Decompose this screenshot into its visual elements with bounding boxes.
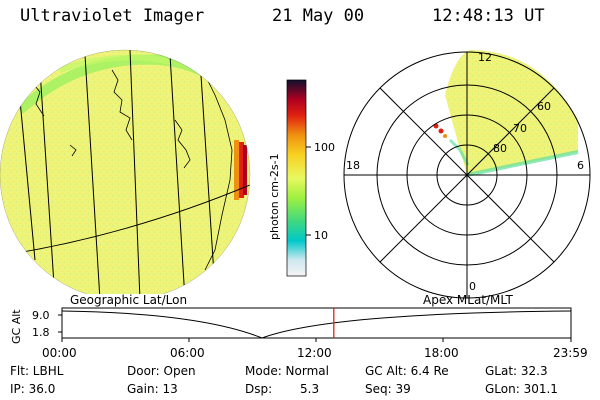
polar-plot: 12 18 6 0 60 70 80 <box>343 50 591 299</box>
time-tick-1200: 12:00 <box>297 346 332 360</box>
timeline-axis-label: GC Alt <box>10 309 23 344</box>
status-glon: GLon: 301.1 <box>485 382 558 396</box>
time-tick-0000: 00:00 <box>42 346 77 360</box>
time-tick-1800: 18:00 <box>424 346 459 360</box>
status-filter: Flt: LBHL <box>10 364 64 378</box>
date-label: 21 May 00 <box>272 6 365 26</box>
lat-label-60: 60 <box>537 100 551 113</box>
status-glat: GLat: 32.3 <box>485 364 548 378</box>
altitude-curve <box>61 310 572 339</box>
polar-emission-sector <box>445 50 578 175</box>
status-dsp-value: 5.3 <box>300 382 320 396</box>
status-seq: Seq: 39 <box>365 382 411 396</box>
timeline-y-bottom: 1.8 <box>32 326 50 339</box>
globe-image <box>0 49 251 294</box>
timeline-ticks <box>61 338 572 342</box>
status-dsp-label: Dsp: <box>245 382 273 396</box>
mlt-label-0: 0 <box>469 280 476 293</box>
colorbar-unit-label: photon cm-2s-1 <box>268 153 281 240</box>
mlt-label-6: 6 <box>577 159 584 172</box>
colorbar-tick-10: 10 <box>314 229 328 242</box>
time-tick-2359: 23:59 <box>553 346 588 360</box>
timeline-panel: GC Alt 9.0 1.8 <box>10 307 572 344</box>
timeline-y-top: 9.0 <box>32 309 50 322</box>
mlt-label-18: 18 <box>346 159 360 172</box>
timeline-right-title: Apex MLat/MLT <box>423 293 513 307</box>
status-mode: Mode: Normal <box>245 364 329 378</box>
time-tick-0600: 06:00 <box>170 346 205 360</box>
mlt-label-12: 12 <box>478 51 492 64</box>
colorbar-gradient <box>287 80 306 276</box>
time-label: 12:48:13 UT <box>432 6 545 26</box>
timeline-left-title: Geographic Lat/Lon <box>70 293 188 307</box>
colorbar: 100 10 photon cm-2s-1 <box>268 79 335 277</box>
status-gc-alt: GC Alt: 6.4 Re <box>365 364 449 378</box>
status-ip: IP: 36.0 <box>10 382 56 396</box>
lat-label-70: 70 <box>513 122 527 135</box>
instrument-title: Ultraviolet Imager <box>20 6 205 26</box>
status-gain: Gain: 13 <box>127 382 178 396</box>
colorbar-tick-100: 100 <box>314 141 335 154</box>
lat-label-80: 80 <box>493 142 507 155</box>
status-door: Door: Open <box>127 364 196 378</box>
